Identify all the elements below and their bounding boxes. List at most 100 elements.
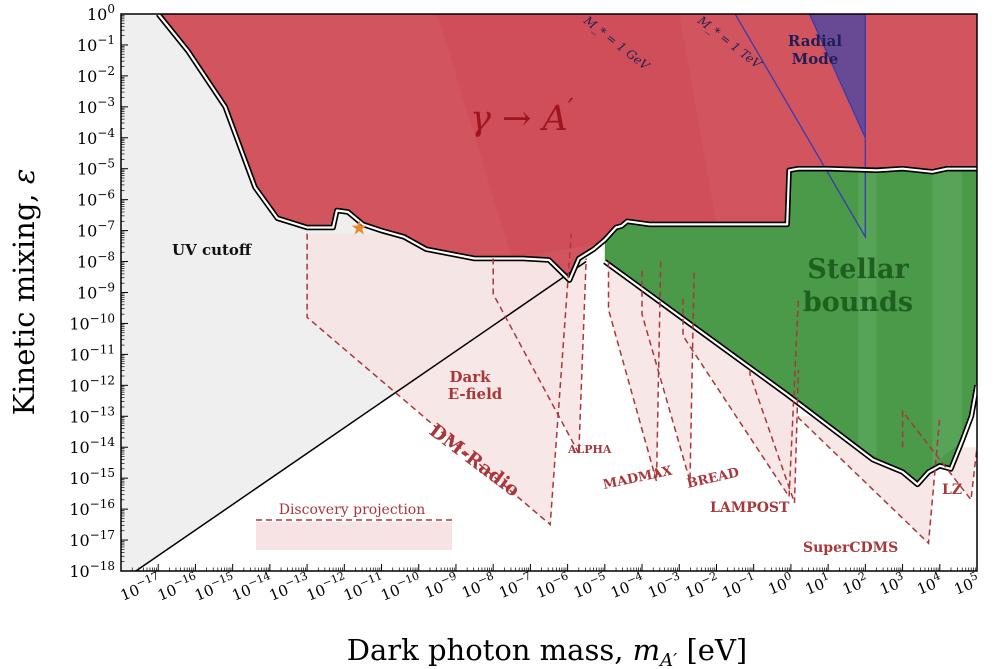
axis-ticks [120,13,978,572]
projection-line-lampost [749,369,800,504]
y-tick-base: 10 [77,253,97,272]
gamma-to-dark-photon-label: γ → A′ [470,94,574,139]
projection-line-madmax [641,270,695,482]
x-tick-exponent: −5 [587,569,607,587]
projection-line-dm-radio [306,233,573,527]
stellar-bounds-region [604,168,977,485]
y-tick-exponent: −4 [97,126,115,140]
y-tick-exponent: −9 [97,281,115,295]
x-tick-label: 103 [876,569,908,598]
x-tick-label: 10−2 [681,569,722,602]
projection-line-alpha [607,261,662,482]
y-tick-base: 10 [69,438,89,457]
x-tick-exponent: −2 [699,569,719,587]
y-tick-base: 10 [69,500,89,519]
x-axis-title-symbol: m [633,633,661,667]
y-tick-exponent: −2 [97,64,115,78]
x-axis-title: Dark photon mass, mA′ [eV] [347,633,747,669]
y-tick-exponent: −17 [90,528,115,542]
stellar-boundary-highlight [604,260,977,486]
x-tick-label: 10−4 [607,569,648,602]
y-tick-base: 10 [77,36,97,55]
uv-cutoff-label: UV cutoff [172,241,253,259]
y-tick-base: 10 [87,5,107,24]
projection-lines [306,233,977,545]
y-tick-exponent: −7 [97,219,115,233]
y-tick-exponent: −11 [90,342,115,356]
star-marker: ★ [350,216,368,240]
y-tick-exponent: −10 [90,311,115,325]
x-tick-label: 10−7 [495,569,536,602]
y-tick-base: 10 [77,67,97,86]
x-tick-base: 10 [608,578,632,602]
x-axis-title-unit: [eV] [677,633,747,667]
x-tick-label: 101 [802,569,834,598]
x-tick-exponent: 5 [968,569,979,584]
lampost-label: LAMPOST [710,500,790,516]
radial-mode-label: Radial Mode [788,32,842,68]
x-tick-base: 10 [877,575,901,599]
mstar-tev-line [808,14,866,139]
x-tick-exponent: −10 [395,569,421,590]
y-tick-base: 10 [69,314,89,333]
x-tick-label: 104 [913,569,945,598]
x-tick-exponent: 1 [819,569,830,584]
y-tick-label: 10−6 [77,188,115,210]
x-tick-exponent: −3 [662,569,682,587]
y-tick-base: 10 [77,98,97,117]
y-tick-exponent: −16 [90,497,115,511]
y-tick-base: 10 [69,562,89,581]
x-tick-exponent: −4 [625,569,645,587]
y-tick-label: 10−15 [69,466,115,488]
x-tick-exponent: −9 [439,569,459,587]
x-tick-base: 10 [118,581,142,605]
x-axis-title-main: Dark photon mass, [347,633,633,667]
y-tick-label: 10−11 [69,342,115,364]
gamma-label-prime: ′ [568,94,574,124]
x-tick-base: 10 [378,581,402,605]
x-tick-label: 102 [839,569,871,598]
y-tick-label: 10−16 [69,497,115,519]
stellar-bounds-shading-a [857,170,877,457]
x-tick-exponent: −8 [476,569,496,587]
y-tick-label: 10−9 [77,281,115,303]
x-tick-label: 10−10 [377,569,424,604]
uv-cutoff-line [135,260,587,571]
x-tick-base: 10 [267,581,291,605]
x-tick-base: 10 [155,581,179,605]
projection-line-supercdms [797,416,941,545]
y-tick-exponent: −1 [97,33,115,47]
y-axis-title-main: Kinetic mixing, [7,184,41,415]
x-tick-label: 10−8 [458,569,499,602]
y-tick-exponent: −15 [90,466,115,480]
y-tick-exponent: −18 [90,559,115,573]
y-tick-label: 10−18 [69,559,115,581]
y-tick-exponent: 0 [107,2,115,16]
x-tick-labels: 10−1710−1610−1510−1410−1310−1210−1110−10… [118,569,980,605]
plot-area: ★ [121,14,977,571]
projection-line-lz [901,409,977,502]
projection-fill-dark-e-field [493,258,587,454]
projection-line-bread [682,298,800,500]
alpha-label: ALPHA [567,443,612,456]
x-tick-exponent: −1 [736,569,756,587]
stellar-label-line2: bounds [803,287,913,318]
stellar-bounds-shading-b [932,168,963,466]
x-tick-base: 10 [534,578,558,602]
x-tick-exponent: 4 [931,569,942,584]
dark-label-line2: E-field [448,385,503,403]
y-tick-label: 10−13 [69,404,115,426]
gamma-label-main: γ → A [470,99,568,139]
y-axis-title: Kinetic mixing, ε [7,169,41,416]
dark-e-field-label: Dark E-field [448,368,503,403]
supercdms-label: SuperCDMS [803,540,898,556]
y-tick-exponent: −5 [97,157,115,171]
x-tick-exponent: 2 [856,569,867,584]
y-tick-base: 10 [77,160,97,179]
y-tick-base: 10 [69,531,89,550]
x-tick-base: 10 [422,578,446,602]
x-tick-label: 10−3 [644,569,685,602]
y-tick-label: 10−1 [77,33,115,55]
x-tick-label: 100 [764,569,796,598]
x-tick-exponent: 0 [782,569,793,584]
